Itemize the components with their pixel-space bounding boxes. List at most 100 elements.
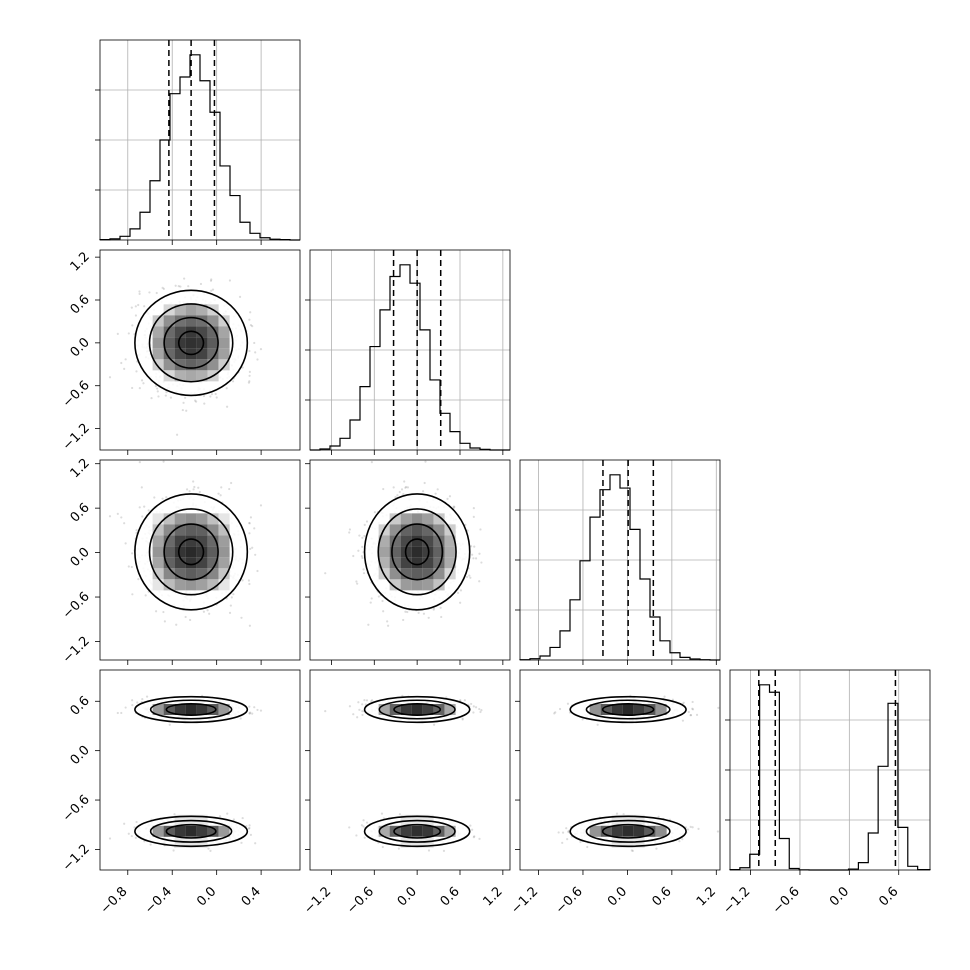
density-cell xyxy=(185,568,197,580)
sample-point xyxy=(248,582,251,586)
sample-point xyxy=(192,488,195,491)
density-cell xyxy=(207,326,219,338)
density-cell xyxy=(163,348,175,360)
sample-point xyxy=(217,492,220,495)
density-cell xyxy=(433,579,445,591)
density-cell xyxy=(152,557,164,569)
sample-point xyxy=(162,287,165,290)
sample-point xyxy=(123,522,126,525)
density-cell xyxy=(422,579,434,591)
density-cell xyxy=(207,315,219,327)
sample-point xyxy=(403,480,406,483)
density-cell xyxy=(389,557,401,569)
density-cell xyxy=(174,535,186,547)
density-cell xyxy=(422,557,434,569)
density-cell xyxy=(218,326,230,338)
sample-point xyxy=(123,367,126,370)
sample-point xyxy=(210,393,214,396)
sample-point xyxy=(141,515,144,518)
sample-point xyxy=(248,374,251,377)
sample-point xyxy=(248,712,251,715)
density-cell xyxy=(218,513,230,525)
sample-point xyxy=(402,618,405,622)
density-cell xyxy=(400,557,412,569)
x-tick-label: −0.4 xyxy=(142,884,175,917)
sample-point xyxy=(363,836,366,839)
density-cell xyxy=(389,524,401,536)
sample-point xyxy=(373,511,377,514)
sample-point xyxy=(202,394,206,398)
sample-point xyxy=(124,706,127,709)
density-cell xyxy=(163,535,175,547)
density-cell xyxy=(207,579,219,591)
density-cell xyxy=(196,535,208,547)
y-tick-label: −0.6 xyxy=(60,589,93,622)
density-cell xyxy=(433,557,445,569)
sample-point xyxy=(141,697,144,701)
histogram-step-line xyxy=(310,264,510,451)
sample-point xyxy=(220,486,223,489)
sample-point xyxy=(230,481,233,485)
sample-point xyxy=(209,279,213,282)
sample-point xyxy=(436,488,439,491)
density-cell xyxy=(163,579,175,591)
sample-point xyxy=(472,507,475,510)
sample-point xyxy=(124,358,127,361)
density-cell xyxy=(207,546,219,558)
sample-point xyxy=(259,504,263,507)
sample-point xyxy=(381,599,384,603)
grid xyxy=(730,670,930,870)
sample-point xyxy=(137,578,140,581)
x-axis-4: −1.2 −0.6 0.0 0.6 xyxy=(720,870,902,917)
density-cell xyxy=(411,513,423,525)
sample-point xyxy=(134,305,137,308)
density-cell xyxy=(196,348,208,360)
y-axis-2: −1.2−0.60.00.61.2 xyxy=(60,249,100,454)
sample-point xyxy=(417,611,420,614)
sample-point xyxy=(248,705,251,708)
density-cell xyxy=(196,557,208,569)
sample-point xyxy=(434,492,437,495)
x-axis-1 xyxy=(127,450,262,455)
density-cell xyxy=(400,579,412,591)
sample-point xyxy=(184,396,187,399)
density-cell xyxy=(196,337,208,349)
density-cell xyxy=(433,524,445,536)
sample-point xyxy=(248,824,251,827)
density-cell xyxy=(389,568,401,580)
density-cell xyxy=(185,359,197,371)
sample-point xyxy=(473,545,476,548)
density-cell xyxy=(207,825,219,837)
sample-point xyxy=(241,816,244,820)
density-cell xyxy=(163,524,175,536)
sample-point xyxy=(198,490,201,494)
density-cell xyxy=(196,546,208,558)
density-cell xyxy=(433,568,445,580)
density-cell xyxy=(152,524,164,536)
density-cell xyxy=(207,524,219,536)
density-cell xyxy=(152,348,164,360)
density-cell xyxy=(163,704,175,716)
sample-point xyxy=(175,623,178,626)
density-cell xyxy=(411,557,423,569)
marginal-panel-1 xyxy=(95,39,301,241)
sample-point xyxy=(382,610,385,613)
sample-point xyxy=(138,290,141,293)
sample-point xyxy=(209,395,212,398)
sample-point xyxy=(127,565,130,568)
contour-line xyxy=(165,703,217,716)
sample-point xyxy=(131,704,134,707)
sample-point xyxy=(367,623,370,626)
sample-point xyxy=(165,391,168,394)
sample-point xyxy=(116,512,119,515)
density-cell xyxy=(411,579,423,591)
sample-point xyxy=(156,390,159,393)
sample-point xyxy=(137,303,140,307)
sample-point xyxy=(468,574,471,577)
sample-point xyxy=(396,494,399,497)
density-cell xyxy=(174,579,186,591)
sample-point xyxy=(194,399,197,402)
sample-point xyxy=(155,291,158,295)
sample-point xyxy=(472,515,475,518)
x-axis-3 xyxy=(538,660,717,665)
